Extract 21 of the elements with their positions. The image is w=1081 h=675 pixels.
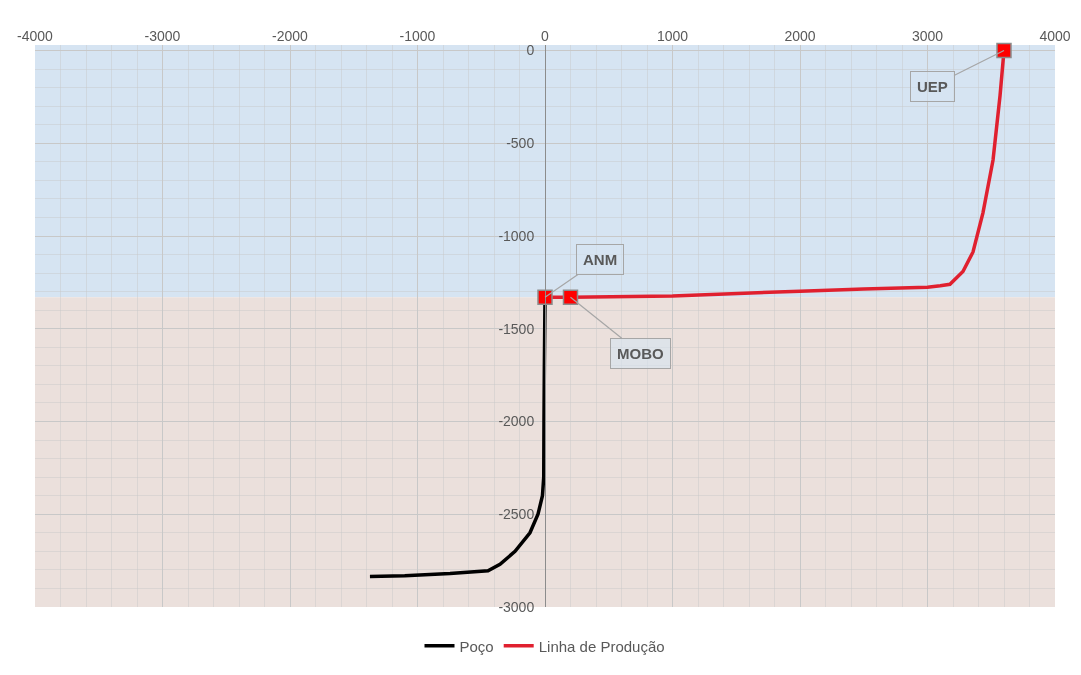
- x-tick-label: 2000: [784, 28, 816, 45]
- annotation: UEP: [917, 78, 948, 95]
- annotation: MOBO: [617, 345, 664, 362]
- y-tick-label: -1000: [498, 227, 535, 244]
- annotation: ANM: [583, 251, 618, 268]
- y-tick-label: -1500: [498, 320, 535, 337]
- x-tick-label: -3000: [144, 28, 181, 45]
- x-tick-label: -1000: [399, 28, 436, 45]
- y-tick-label: -2000: [498, 413, 535, 430]
- x-tick-label: 3000: [911, 28, 944, 45]
- x-tick-label: 4000: [1039, 28, 1071, 45]
- x-tick-label: -2000: [272, 28, 309, 45]
- y-tick-label: -2500: [498, 506, 535, 523]
- x-tick-label: 1000: [656, 28, 689, 45]
- y-tick-label: -3000: [498, 598, 535, 615]
- legend-label: Poço: [459, 637, 494, 655]
- x-tick-label: -4000: [17, 28, 54, 45]
- y-tick-label: 0: [526, 42, 535, 59]
- x-tick-label: 0: [541, 28, 550, 45]
- legend-label: Linha de Produção: [538, 637, 665, 655]
- y-tick-label: -500: [506, 135, 535, 152]
